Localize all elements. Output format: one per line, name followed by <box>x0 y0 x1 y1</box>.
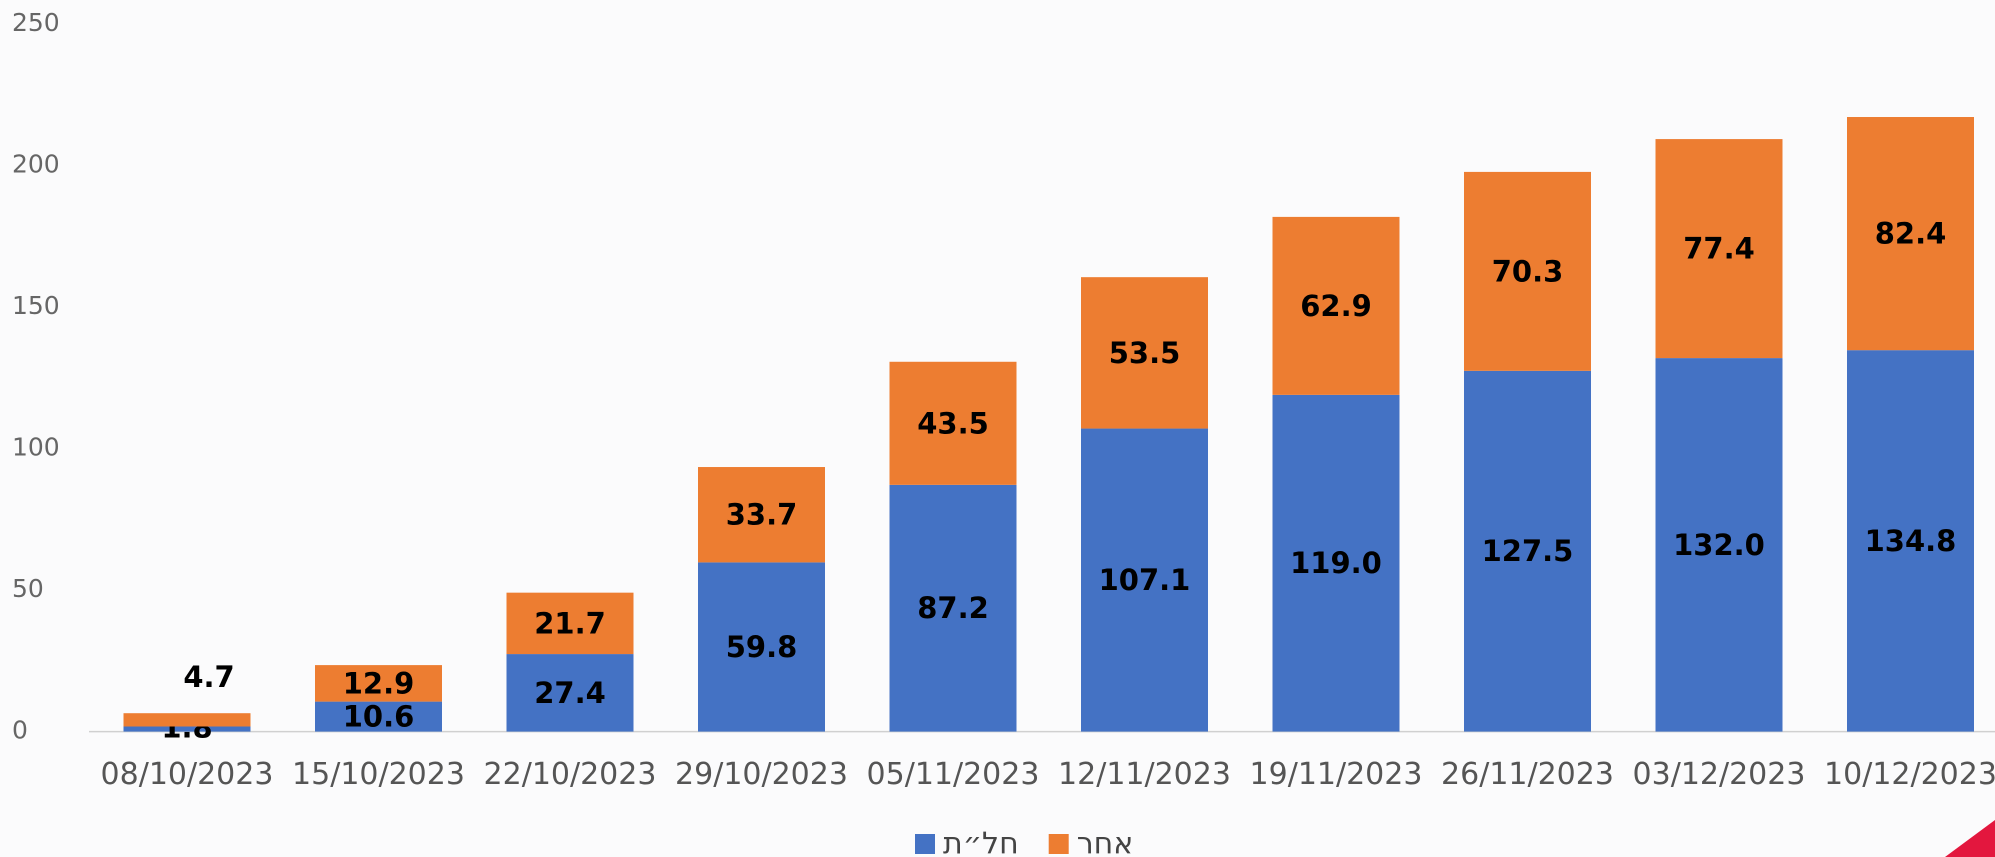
legend-swatch <box>915 834 935 854</box>
data-label: 132.0 <box>1673 528 1765 562</box>
bar-segment <box>1655 139 1783 359</box>
bar-segment <box>315 701 442 732</box>
x-tick-label: 19/11/2023 <box>1250 757 1423 792</box>
bar-segment <box>1847 117 1974 351</box>
x-tick-label: 12/11/2023 <box>1058 757 1231 792</box>
y-tick-label: 100 <box>12 433 60 462</box>
data-label: 21.7 <box>534 606 606 640</box>
bar-segment <box>889 361 1017 485</box>
bar-segment <box>315 665 442 702</box>
bar-segment <box>123 713 251 727</box>
y-tick-label: 250 <box>12 8 60 37</box>
bar-segment <box>698 467 825 563</box>
x-tick-label: 05/11/2023 <box>867 757 1040 792</box>
bar-segment <box>1272 394 1400 732</box>
x-tick-label: 03/12/2023 <box>1633 757 1806 792</box>
bar-segment <box>698 562 825 732</box>
corner-decoration <box>1945 820 1995 857</box>
data-label: 87.2 <box>917 591 989 625</box>
data-label: 82.4 <box>1875 217 1947 251</box>
bar-segment <box>1655 358 1783 732</box>
x-tick-label: 22/10/2023 <box>484 757 657 792</box>
x-tick-label: 29/10/2023 <box>675 757 848 792</box>
data-label: 119.0 <box>1290 546 1382 580</box>
data-label: 77.4 <box>1683 232 1755 266</box>
x-tick-label: 10/12/2023 <box>1824 757 1995 792</box>
data-label: 53.5 <box>1109 336 1181 370</box>
bar-segment <box>123 726 251 732</box>
y-tick-label: 50 <box>12 574 44 603</box>
x-tick-label: 08/10/2023 <box>101 757 274 792</box>
data-label: 10.6 <box>343 700 415 734</box>
data-label: 59.8 <box>726 630 798 664</box>
y-tick-label: 0 <box>12 716 28 745</box>
bar-segment <box>1081 277 1208 429</box>
legend-label: אחר <box>1077 827 1134 857</box>
data-label: 33.7 <box>726 498 798 532</box>
data-label: 4.7 <box>183 660 234 694</box>
data-label: 70.3 <box>1492 254 1564 288</box>
data-label: 12.9 <box>343 666 415 700</box>
bar-segment <box>506 654 634 732</box>
bar-segment <box>1464 370 1591 732</box>
bar-segment <box>1847 350 1974 732</box>
data-label: 134.8 <box>1865 524 1957 558</box>
bar-segment <box>889 484 1017 732</box>
data-label: 107.1 <box>1099 563 1191 597</box>
data-label: 62.9 <box>1300 289 1372 323</box>
data-label: 127.5 <box>1482 534 1574 568</box>
bar-segment <box>506 592 634 655</box>
y-tick-label: 200 <box>12 150 60 179</box>
y-tick-label: 150 <box>12 291 60 320</box>
x-tick-label: 15/10/2023 <box>292 757 465 792</box>
legend-label: חל״ת <box>943 827 1019 857</box>
bar-segment <box>1464 171 1591 371</box>
bar-segment <box>1272 216 1400 395</box>
data-label: 27.4 <box>534 676 606 710</box>
data-label: 43.5 <box>917 406 989 440</box>
bar-segment <box>1081 428 1208 732</box>
x-tick-label: 26/11/2023 <box>1441 757 1614 792</box>
legend-swatch <box>1048 834 1069 854</box>
